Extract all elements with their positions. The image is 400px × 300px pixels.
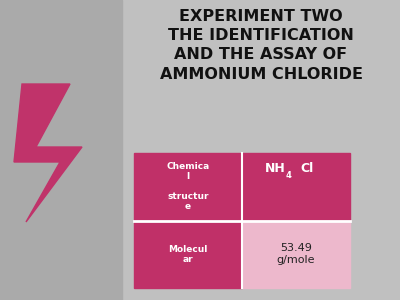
Polygon shape bbox=[14, 84, 82, 222]
Text: EXPERIMENT TWO
THE IDENTIFICATION
AND THE ASSAY OF
AMMONIUM CHLORIDE: EXPERIMENT TWO THE IDENTIFICATION AND TH… bbox=[160, 9, 362, 82]
Text: Chemica
l

structur
e: Chemica l structur e bbox=[166, 162, 210, 211]
Bar bbox=[242, 153, 350, 220]
Text: Molecul
ar: Molecul ar bbox=[168, 245, 208, 264]
Text: 4: 4 bbox=[286, 172, 292, 181]
Bar bbox=[134, 220, 242, 288]
Text: NH: NH bbox=[265, 162, 286, 175]
Bar bbox=[242, 220, 350, 288]
Bar bbox=[134, 153, 242, 220]
Bar bbox=[0, 0, 122, 300]
Text: Cl: Cl bbox=[300, 162, 313, 175]
Text: 53.49
g/mole: 53.49 g/mole bbox=[277, 243, 315, 266]
